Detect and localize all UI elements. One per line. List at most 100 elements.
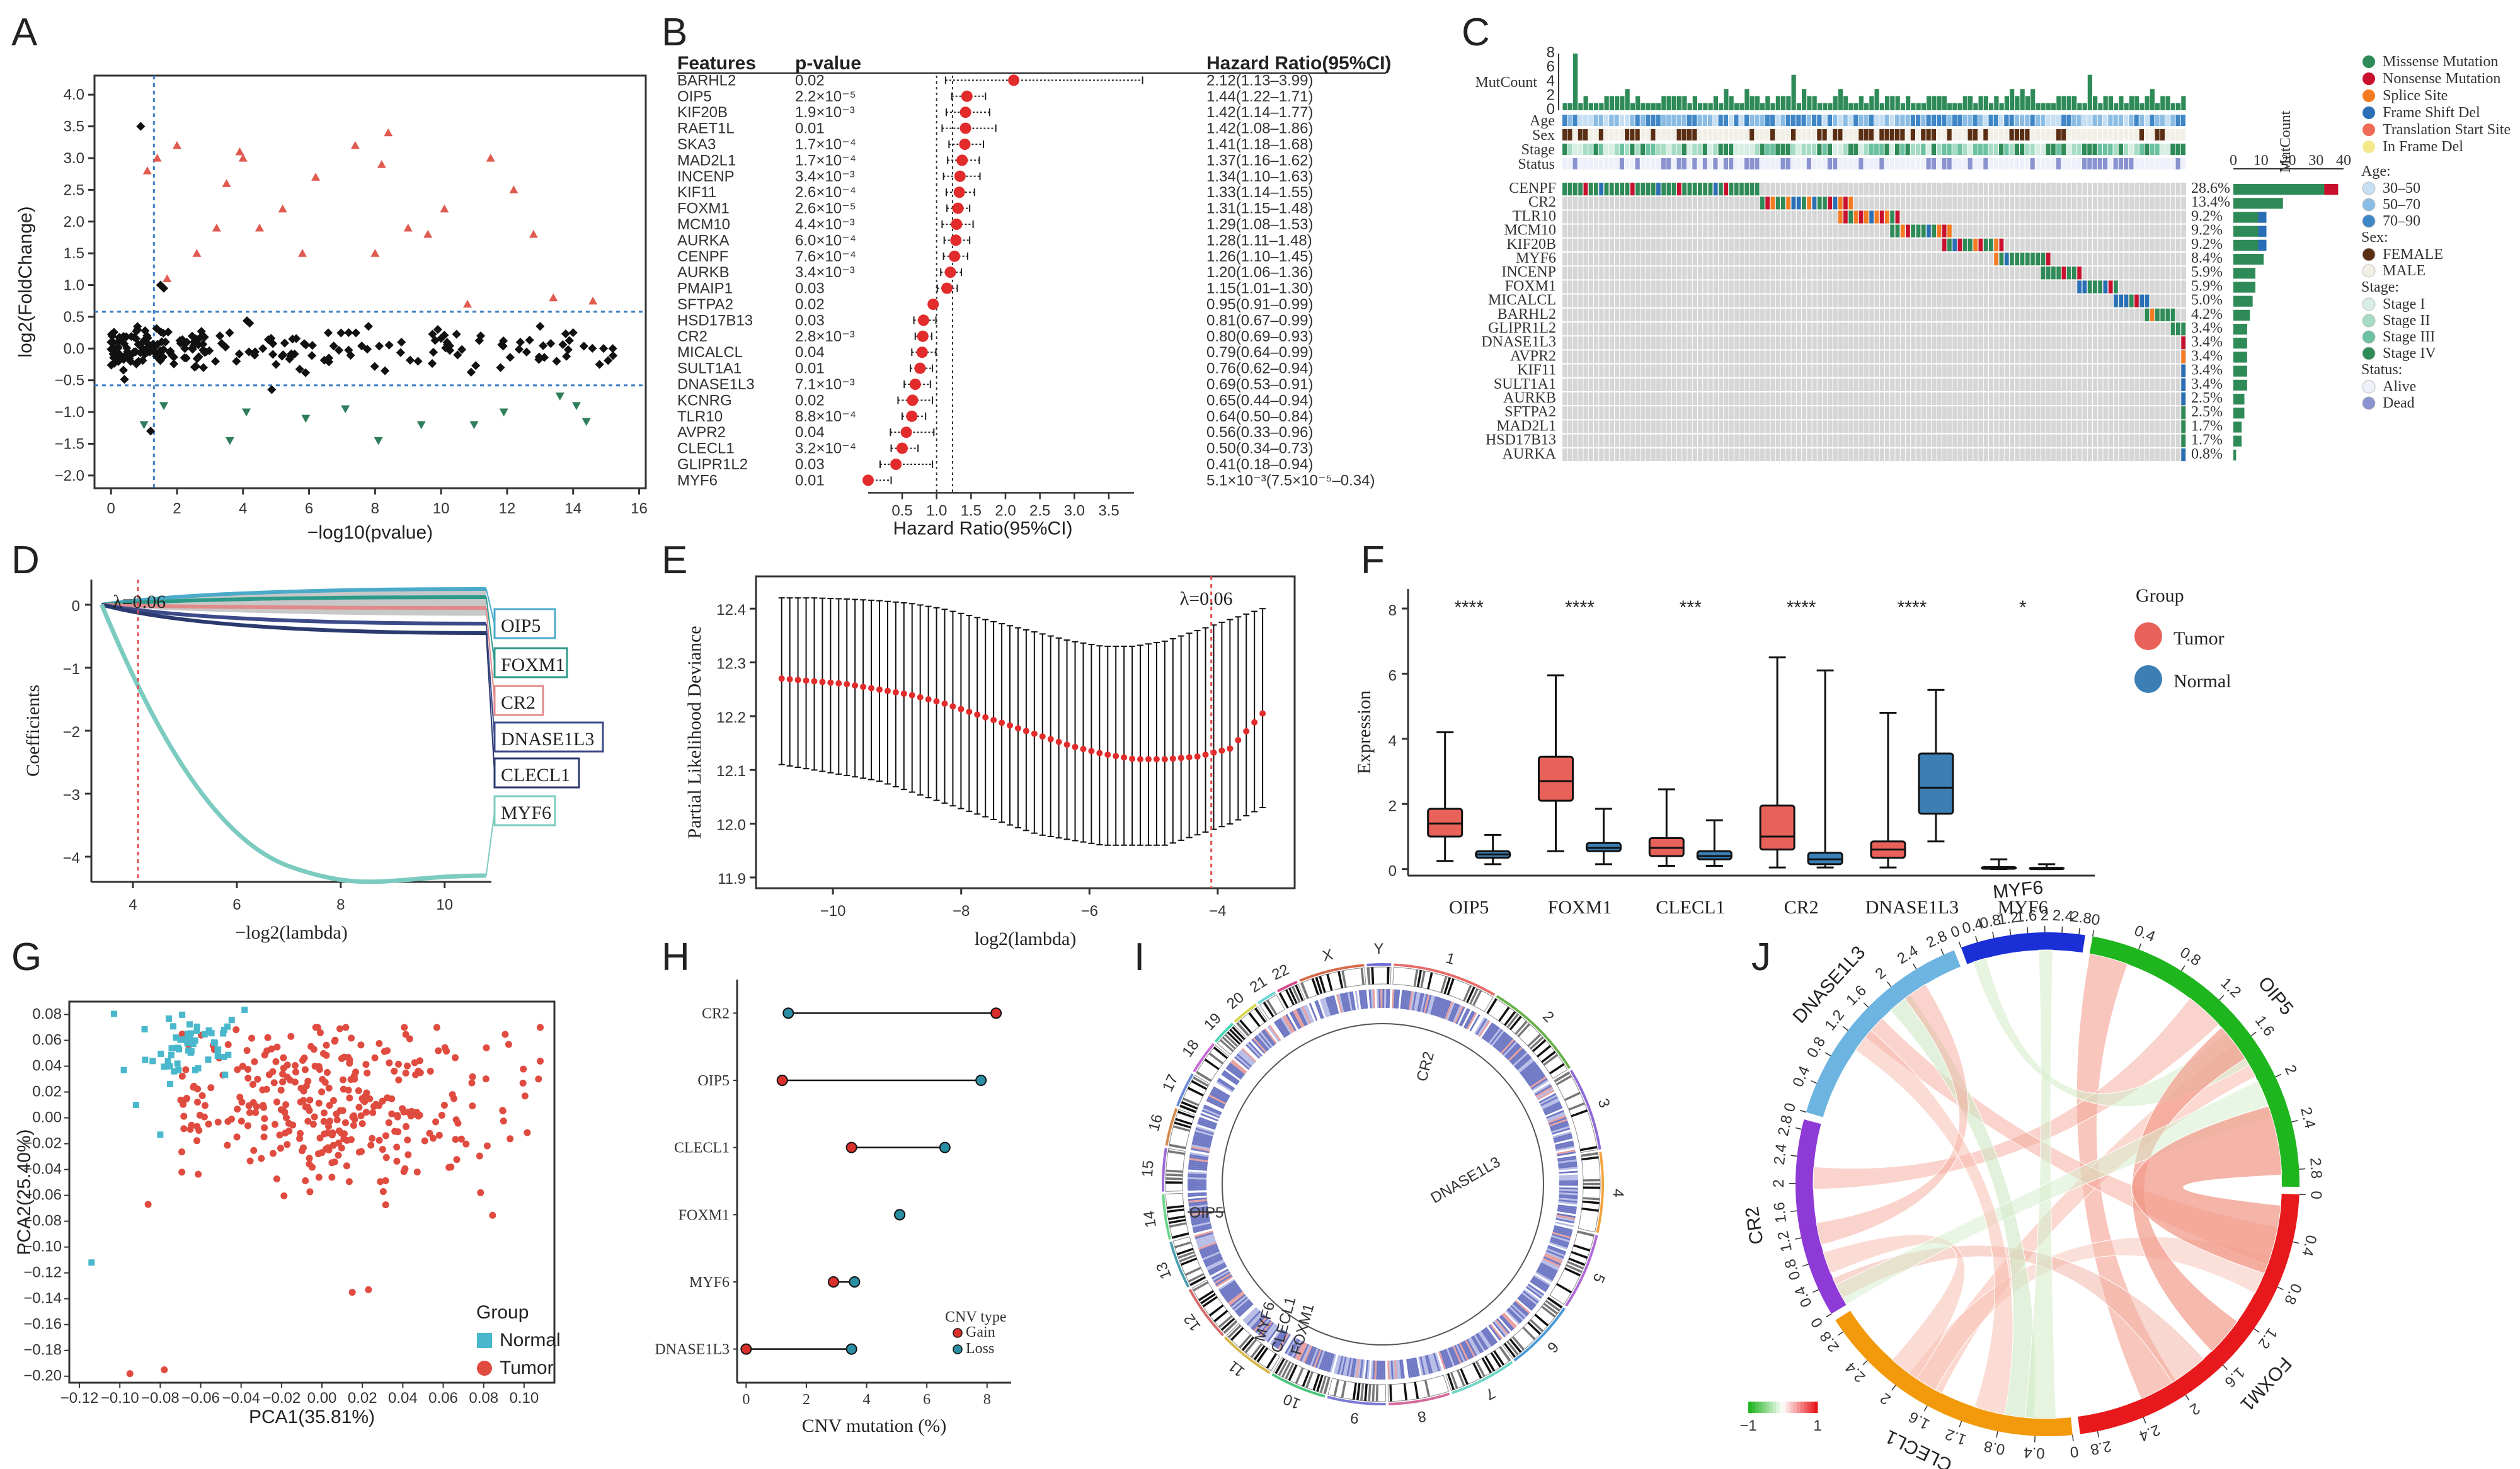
mutcount-bar xyxy=(2134,96,2139,110)
mutation-cell xyxy=(1708,183,1713,196)
point-tumor xyxy=(249,1080,256,1088)
ideogram-band xyxy=(1472,1362,1482,1379)
point-tumor xyxy=(403,1062,411,1070)
point-tumor xyxy=(198,1092,206,1099)
sector-tick-label: 2.8 xyxy=(2070,908,2092,927)
cnv-cell xyxy=(1259,1320,1273,1337)
cnv-cell xyxy=(1293,1340,1303,1359)
cnv-cell xyxy=(1220,1075,1237,1087)
significance-label: **** xyxy=(1454,597,1484,618)
point-tumor xyxy=(205,1120,212,1128)
ideogram-band xyxy=(1517,1023,1531,1037)
mutation-cell xyxy=(1635,183,1640,196)
cnv-cell xyxy=(1480,1021,1492,1038)
annotation-cell xyxy=(2134,129,2139,140)
cnv-cell xyxy=(1402,1359,1407,1379)
cnv-cell xyxy=(1510,1049,1526,1064)
y-tick-label: −2 xyxy=(63,724,80,741)
x-tick-label: −8 xyxy=(953,903,970,920)
side-bar-segment xyxy=(2324,184,2339,195)
mutcount-bar xyxy=(1760,103,1765,110)
annotation-cell xyxy=(2165,144,2170,155)
point-tumor xyxy=(335,1127,343,1135)
mutation-cell xyxy=(1931,224,1936,237)
mutation-cell xyxy=(1755,183,1760,196)
cnv-cell xyxy=(1189,1160,1208,1164)
ideogram-band xyxy=(1241,1336,1254,1351)
annotation-cell xyxy=(1578,158,1583,169)
annotation-cell xyxy=(2014,129,2019,140)
mutcount-bar xyxy=(1828,103,1833,110)
ideogram-band xyxy=(1532,1039,1547,1053)
annotation-cell xyxy=(1843,158,1848,169)
sector-tick xyxy=(1958,941,1962,948)
ideogram-band xyxy=(1509,1015,1522,1031)
cnv-cell xyxy=(1279,1334,1291,1351)
ideogram-band xyxy=(1250,1343,1263,1358)
legend-swatch xyxy=(2134,665,2162,693)
annotation-cell xyxy=(1661,158,1666,169)
hr-label: 1.31(1.15–1.48) xyxy=(1206,200,1313,217)
ideogram-band xyxy=(1253,1345,1266,1361)
cnv-cell xyxy=(1538,1265,1557,1276)
annotation-cell xyxy=(2103,144,2108,155)
point-tumor xyxy=(319,1075,326,1083)
sector-tick-label: 0.8 xyxy=(1804,1034,1829,1060)
cnv-cell xyxy=(1559,1184,1578,1186)
cnv-cell xyxy=(1194,1129,1214,1137)
cnv-cell xyxy=(1445,1349,1453,1368)
point-tumor xyxy=(393,1143,401,1151)
annotation-cell xyxy=(1879,144,1884,155)
point-ns xyxy=(539,341,548,350)
hr-point xyxy=(909,379,921,390)
sector-label: FOXM1 xyxy=(2236,1352,2295,1415)
legend-gradient-step xyxy=(1807,1402,1811,1413)
mutcount-bar xyxy=(2098,103,2103,110)
mutcount-bar xyxy=(1823,103,1828,110)
cnv-cell xyxy=(1197,1238,1216,1247)
annotation-cell xyxy=(2139,129,2144,140)
cnv-cell xyxy=(1224,1068,1241,1082)
mutcount-bar xyxy=(1692,96,1697,110)
legend-title: Group xyxy=(476,1302,529,1323)
gene-label: KIF11 xyxy=(1517,362,1556,379)
mutation-cell xyxy=(1848,197,1853,210)
ideogram-band xyxy=(1266,999,1278,1015)
point-tumor xyxy=(524,1129,531,1136)
cnv-cell xyxy=(1231,1059,1247,1073)
sector-tick xyxy=(1992,932,1995,939)
point-tumor xyxy=(320,1117,328,1125)
mean-point xyxy=(1218,747,1225,754)
cnv-cell xyxy=(1481,1022,1494,1039)
ideogram-band xyxy=(1223,1320,1237,1334)
point-tumor xyxy=(348,1288,356,1296)
y-tick-label: 11.9 xyxy=(718,871,746,888)
mutation-cell xyxy=(1681,183,1687,196)
point-tumor xyxy=(282,1101,290,1109)
cnv-cell xyxy=(1525,1068,1542,1082)
chromosome-outline xyxy=(1451,1361,1513,1395)
mutation-cell xyxy=(1598,183,1603,196)
point-ns xyxy=(106,345,116,354)
ideogram-band xyxy=(1239,1019,1252,1034)
cnv-cell xyxy=(1362,990,1366,1009)
cnv-cell xyxy=(1268,1327,1281,1344)
point-tumor xyxy=(416,1069,424,1077)
annotation-cell xyxy=(1812,144,1817,155)
annotation-cell xyxy=(1583,115,1588,126)
label-box xyxy=(493,795,556,826)
ideogram-band xyxy=(1352,1382,1357,1400)
cnv-cell xyxy=(1518,1059,1535,1073)
cnv-cell xyxy=(1424,1355,1431,1375)
cnv-cell xyxy=(1194,1230,1213,1238)
legend-swatch xyxy=(2362,380,2376,394)
cnv-cell xyxy=(1446,1348,1455,1367)
side-bar-segment xyxy=(2258,226,2267,237)
cnv-cell xyxy=(1319,1351,1327,1369)
y-tick-label: 2.0 xyxy=(64,214,84,231)
mean-point xyxy=(803,677,810,684)
mutcount-bar xyxy=(1651,103,1656,110)
cnv-cell xyxy=(1245,1309,1260,1325)
annotation-cell xyxy=(1801,115,1806,126)
cnv-cell xyxy=(1501,1313,1516,1329)
